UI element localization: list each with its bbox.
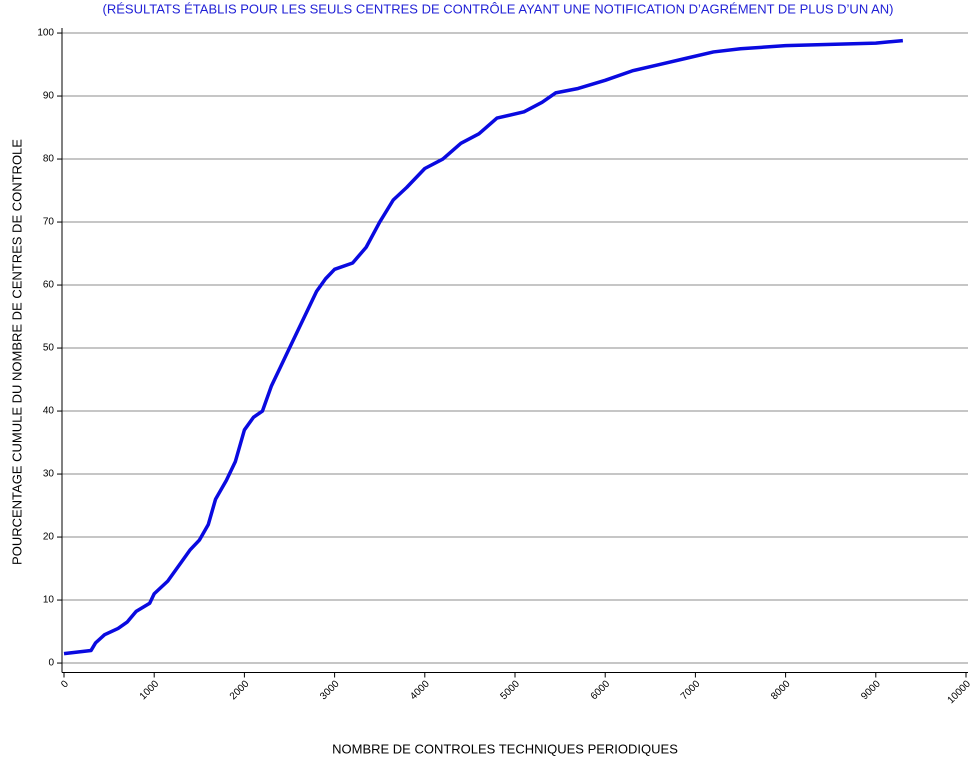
x-tick-label: 5000: [498, 678, 522, 702]
y-tick-label: 10: [43, 595, 55, 606]
x-tick-label: 3000: [318, 678, 342, 702]
y-tick-label: 80: [43, 154, 55, 165]
y-tick-label: 30: [43, 469, 55, 480]
x-tick-label: 2000: [228, 678, 252, 702]
x-tick-label: 8000: [769, 678, 793, 702]
x-tick-label: 6000: [589, 678, 613, 702]
y-tick-label: 0: [48, 658, 54, 669]
x-axis-label: NOMBRE DE CONTROLES TECHNIQUES PERIODIQU…: [332, 741, 678, 756]
chart-title: (RÉSULTATS ÉTABLIS POUR LES SEULS CENTRE…: [103, 1, 894, 16]
x-tick-label: 4000: [408, 678, 432, 702]
y-tick-label: 40: [43, 406, 55, 417]
y-tick-label: 90: [43, 91, 55, 102]
x-tick-label: 0: [59, 678, 71, 690]
y-tick-label: 60: [43, 280, 55, 291]
data-line: [63, 38, 904, 656]
x-tick-label: 1000: [138, 678, 162, 702]
x-tick-label: 7000: [679, 678, 703, 702]
y-tick-label: 70: [43, 217, 55, 228]
x-tick-label: 10000: [946, 678, 970, 706]
y-tick-label: 100: [37, 28, 54, 39]
x-tick-label: 9000: [859, 678, 883, 702]
y-tick-label: 20: [43, 532, 55, 543]
y-tick-label: 50: [43, 343, 55, 354]
y-axis-label: POURCENTAGE CUMULE DU NOMBRE DE CENTRES …: [9, 139, 24, 565]
